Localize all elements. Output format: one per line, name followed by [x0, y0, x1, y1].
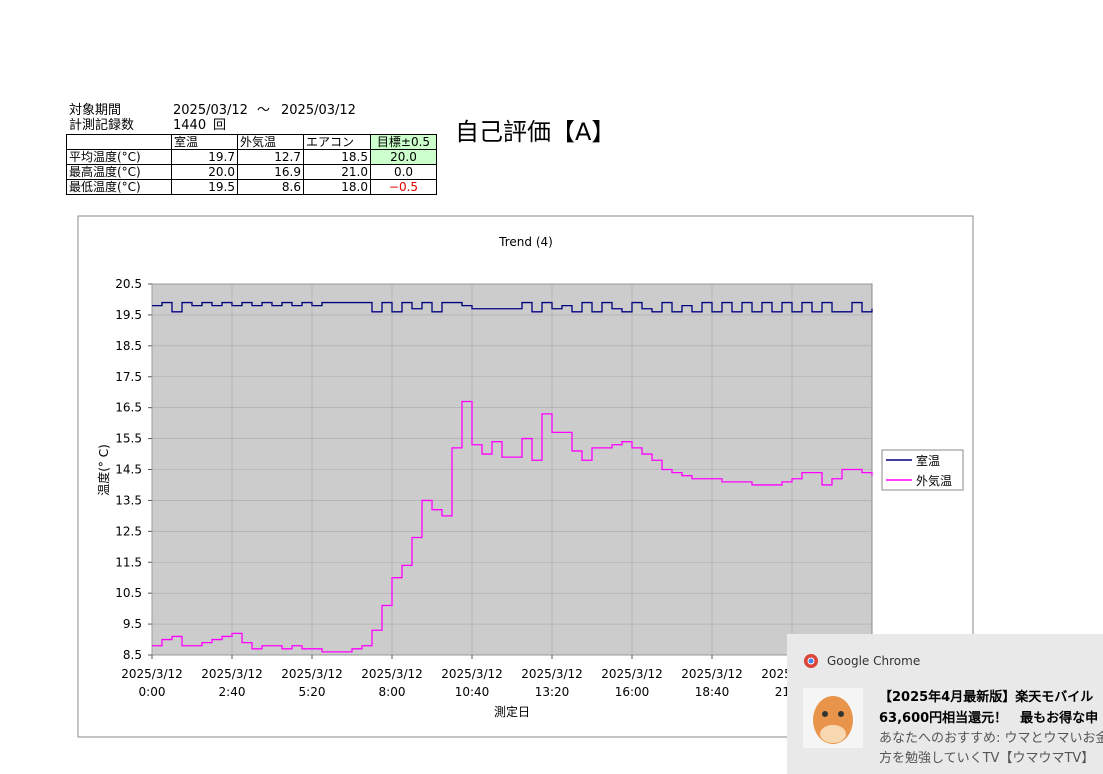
period-label: 対象期間 [69, 103, 122, 118]
grade: 自己評価【A】 [455, 118, 616, 146]
y-tick-label: 17.5 [115, 370, 142, 384]
y-tick-label: 10.5 [115, 586, 142, 600]
legend-label: 外気温 [916, 473, 952, 488]
period-end: 2025/03/12 [281, 103, 356, 118]
table-cell: 20.0 [370, 149, 437, 165]
y-tick-label: 20.5 [115, 277, 142, 291]
table-header: 目標±0.5 [370, 134, 437, 150]
x-tick-label: 2025/3/12 2:40 [201, 667, 263, 699]
y-tick-label: 18.5 [115, 339, 142, 353]
x-tick-label: 2025/3/12 18:40 [681, 667, 743, 699]
table-header-row: 室温 外気温 エアコン 目標±0.5 [66, 134, 437, 150]
table-header: エアコン [303, 134, 371, 150]
x-tick-label: 2025/3/12 16:00 [601, 667, 663, 699]
notification-app: Google Chrome [827, 654, 921, 668]
notification-title: 【2025年4月最新版】楽天モバイル [879, 690, 1094, 705]
x-tick-label: 2025/3/12 0:00 [121, 667, 183, 699]
table-cell: 19.5 [171, 179, 238, 195]
y-tick-label: 9.5 [123, 617, 142, 631]
chrome-icon-center [807, 657, 815, 665]
horse-eye [822, 711, 828, 717]
y-tick-label: 8.5 [123, 648, 142, 662]
y-tick-label: 15.5 [115, 432, 142, 446]
series-line [152, 301, 873, 313]
row-label: 最低温度(°C) [66, 179, 172, 195]
y-axis-label: 温度(° C) [96, 444, 111, 496]
table-cell: 18.5 [303, 149, 371, 165]
notification-body: あなたへのおすすめ: ウマとウマいお金の話 [879, 731, 1103, 746]
table-cell: 18.0 [303, 179, 371, 195]
summary-table: 室温 外気温 エアコン 目標±0.5 平均温度(°C) 19.7 12.7 18.5 20.0 最… [66, 134, 437, 195]
period-start: 2025/03/12 [173, 103, 248, 118]
notification-title: 63,600円相当還元！ 最もお得な申 [879, 711, 1099, 726]
table-cell: −0.5 [370, 179, 437, 195]
period-sep: 〜 [257, 103, 271, 118]
y-tick-label: 13.5 [115, 493, 142, 507]
y-tick-label: 11.5 [115, 555, 142, 569]
x-tick-label: 2025/3/12 8:00 [361, 667, 423, 699]
y-tick-label: 16.5 [115, 401, 142, 415]
x-tick-label: 2025/3/12 13:20 [521, 667, 583, 699]
legend [881, 449, 964, 491]
notification-icons [803, 654, 863, 748]
series-line [152, 400, 873, 653]
count-unit: 回 [213, 118, 227, 133]
x-tick-label: 2025/3/12 10:40 [441, 667, 503, 699]
horse-muzzle [820, 725, 846, 743]
x-axis-label: 測定日 [494, 704, 530, 719]
x-tick-label: 2025/3/12 5:20 [281, 667, 343, 699]
table-row: 最高温度(°C) 20.0 16.9 21.0 0.0 [66, 164, 437, 180]
notification-body: 方を勉強していくTV【ウマウマTV】 [879, 751, 1095, 766]
table-row: 最低温度(°C) 19.5 8.6 18.0 −0.5 [66, 179, 437, 195]
horse-eye [838, 711, 844, 717]
chart-title: Trend (4) [498, 235, 553, 249]
y-tick-label: 14.5 [115, 463, 142, 477]
notification[interactable]: Google Chrome 【2025年4月最新版】楽天モバイル 63,600円… [787, 634, 1103, 774]
y-tick-label: 12.5 [115, 524, 142, 538]
count-label: 計測記録数 [69, 118, 135, 133]
count: 1440 [173, 118, 207, 133]
y-tick-label: 19.5 [115, 308, 142, 322]
legend-label: 室温 [916, 453, 940, 468]
